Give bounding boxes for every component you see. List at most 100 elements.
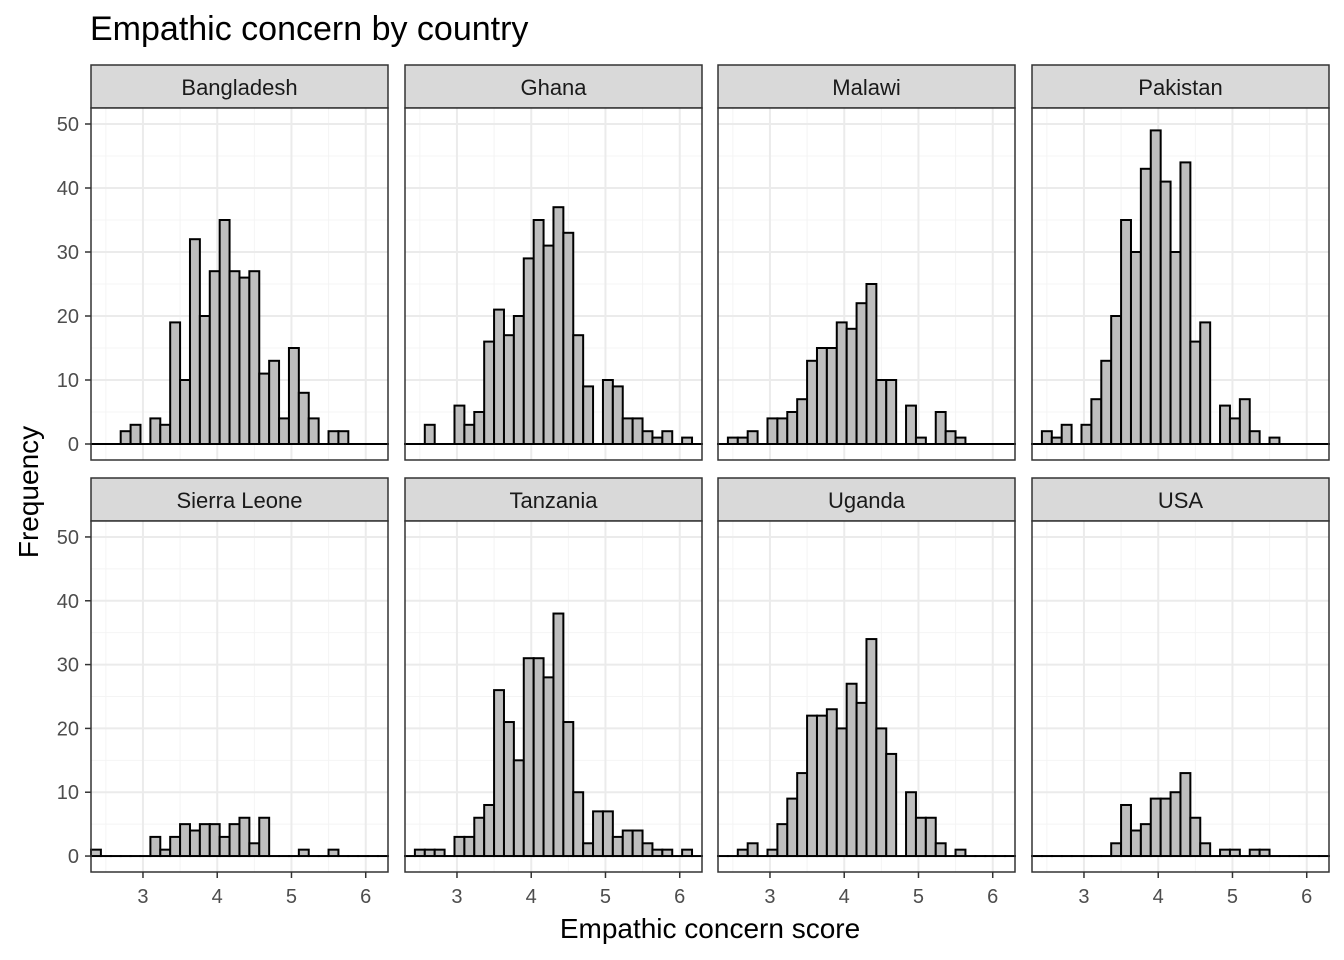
histogram-bar bbox=[1268, 436, 1281, 446]
histogram-bar bbox=[1149, 129, 1162, 445]
histogram-bar bbox=[661, 848, 674, 858]
histogram-bar bbox=[914, 436, 927, 446]
histogram-bar bbox=[806, 359, 818, 445]
histogram-bar bbox=[1228, 848, 1241, 858]
histogram-bar bbox=[944, 430, 957, 446]
histogram-bar bbox=[796, 772, 809, 858]
histogram-bar bbox=[502, 721, 515, 858]
histogram-bar bbox=[651, 848, 664, 858]
histogram-bar bbox=[1100, 359, 1113, 445]
y-tick-label: 40 bbox=[57, 178, 79, 200]
histogram-bar bbox=[287, 347, 300, 445]
x-tick-label: 6 bbox=[360, 886, 371, 908]
histogram-bar bbox=[297, 391, 310, 445]
histogram-bar bbox=[1110, 842, 1123, 858]
histogram-bar bbox=[327, 848, 340, 858]
histogram-bar bbox=[786, 411, 799, 445]
panel-border bbox=[717, 520, 1016, 873]
histogram-bar bbox=[746, 842, 759, 858]
histogram-bar bbox=[453, 404, 466, 446]
x-tick-label: 4 bbox=[212, 886, 223, 908]
histogram-bar bbox=[473, 411, 486, 445]
histogram-bar bbox=[228, 823, 241, 858]
histogram-bar bbox=[601, 379, 614, 445]
histogram-bar bbox=[1169, 251, 1182, 445]
histogram-bar bbox=[1189, 340, 1202, 446]
histogram-bar bbox=[1238, 398, 1251, 446]
histogram-bar bbox=[228, 270, 241, 446]
histogram-bar bbox=[1189, 816, 1202, 858]
histogram-bar bbox=[297, 848, 310, 858]
panel-border bbox=[1031, 520, 1330, 873]
histogram-bar bbox=[129, 423, 142, 445]
panel-border bbox=[404, 107, 703, 461]
histogram-bar bbox=[238, 816, 251, 858]
histogram-bar bbox=[413, 848, 426, 858]
histogram-bar bbox=[1169, 791, 1182, 858]
histogram-bar bbox=[473, 816, 486, 858]
histogram-bar bbox=[661, 430, 674, 446]
facet-label: Malawi bbox=[832, 75, 900, 100]
histogram-bar bbox=[159, 423, 172, 445]
facet-sierra-leone: Sierra Leone 0 10 20 30 40 50 3 4 5 6 bbox=[57, 477, 389, 908]
panel-border bbox=[717, 107, 1016, 461]
histogram-bar bbox=[651, 436, 664, 446]
x-tick-label: 6 bbox=[674, 886, 685, 908]
histogram-bar bbox=[1090, 398, 1103, 446]
histogram-bar bbox=[218, 219, 231, 445]
histogram-bar bbox=[188, 829, 201, 858]
x-tick-label: 4 bbox=[1153, 886, 1164, 908]
histogram-bar bbox=[1129, 251, 1142, 445]
facet-pakistan: Pakistan bbox=[1031, 64, 1330, 461]
histogram-bar bbox=[592, 810, 604, 858]
histogram-bar bbox=[502, 334, 515, 446]
histogram-bar bbox=[423, 848, 436, 858]
histogram-bar bbox=[621, 417, 634, 445]
y-tick-label: 20 bbox=[57, 718, 79, 740]
panel-border bbox=[90, 107, 389, 461]
facet-label: Ghana bbox=[520, 75, 587, 100]
x-tick-label: 3 bbox=[764, 886, 775, 908]
histogram-bar bbox=[1080, 423, 1093, 445]
histogram-bar bbox=[258, 372, 271, 446]
facet-label: Pakistan bbox=[1138, 75, 1222, 100]
histogram-bar bbox=[493, 689, 505, 858]
histogram-bar bbox=[1110, 315, 1123, 445]
histogram-bar bbox=[681, 848, 694, 858]
histogram-bar bbox=[218, 835, 231, 858]
histogram-bar bbox=[835, 321, 848, 445]
histogram-bar bbox=[825, 347, 838, 445]
histogram-bar bbox=[248, 842, 261, 858]
histogram-bar bbox=[914, 816, 927, 858]
x-tick-label: 5 bbox=[1227, 886, 1238, 908]
histogram-bar bbox=[746, 430, 759, 446]
histogram-bar bbox=[954, 848, 967, 858]
histogram-bar bbox=[208, 823, 221, 858]
histogram-bar bbox=[1060, 423, 1073, 445]
histogram-bar bbox=[766, 848, 779, 858]
facet-label: Uganda bbox=[828, 488, 906, 513]
histogram-bar bbox=[522, 657, 535, 858]
histogram-bar bbox=[493, 308, 505, 445]
histogram-bar bbox=[815, 714, 828, 858]
histogram-bar bbox=[1159, 180, 1172, 445]
facet-malawi: Malawi bbox=[717, 64, 1016, 461]
y-tick-label: 20 bbox=[57, 306, 79, 328]
histogram-bar bbox=[934, 842, 947, 858]
facet-uganda: Uganda 3 4 5 6 bbox=[717, 477, 1016, 908]
histogram-bar bbox=[766, 417, 779, 445]
histogram-bar bbox=[681, 436, 694, 446]
histogram-bar bbox=[258, 816, 271, 858]
histogram-bar bbox=[631, 829, 644, 858]
histogram-bar bbox=[90, 848, 102, 858]
histogram-bar bbox=[179, 379, 191, 445]
histogram-bar bbox=[582, 385, 595, 445]
histogram-bar bbox=[198, 823, 211, 858]
histogram-bar bbox=[463, 423, 476, 445]
panel-border bbox=[1031, 107, 1330, 461]
histogram-bar bbox=[1050, 436, 1063, 446]
y-tick-label: 10 bbox=[57, 782, 79, 804]
facet-label: Sierra Leone bbox=[177, 488, 303, 513]
histogram-bar bbox=[1139, 823, 1152, 858]
